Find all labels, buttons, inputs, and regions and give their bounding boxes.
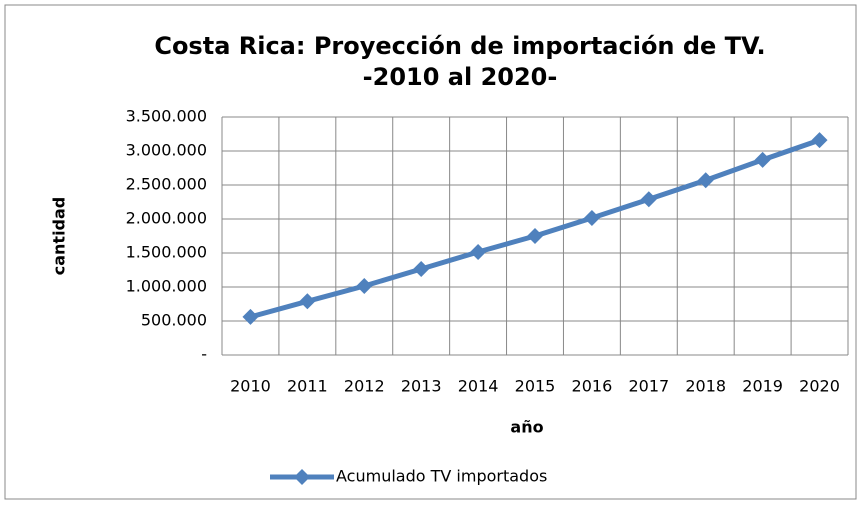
y-axis-label: cantidad — [50, 197, 69, 276]
point-marker — [527, 228, 543, 244]
x-tick-label: 2018 — [685, 377, 726, 396]
point-marker — [299, 293, 316, 310]
x-tick-label: 2020 — [799, 377, 840, 396]
x-tick-label: 2011 — [287, 377, 328, 396]
chart-title: Costa Rica: Proyección de importación de… — [154, 32, 765, 60]
point-marker — [242, 308, 259, 325]
legend-marker — [294, 469, 310, 485]
x-tick-label: 2010 — [230, 377, 271, 396]
x-tick-label: 2014 — [458, 377, 499, 396]
chart-border — [4, 4, 857, 500]
y-tick-label: 3.500.000 — [126, 107, 207, 126]
point-marker — [413, 260, 430, 277]
x-tick-label: 2016 — [572, 377, 613, 396]
y-tick-label: 3.000.000 — [126, 141, 207, 160]
y-tick-label: 1.500.000 — [126, 243, 207, 262]
x-axis-label: año — [510, 418, 543, 437]
point-marker — [583, 209, 600, 226]
point-marker — [356, 277, 373, 294]
x-tick-label: 2013 — [401, 377, 442, 396]
point-marker — [811, 132, 828, 149]
y-tick-label: 2.000.000 — [126, 209, 207, 228]
point-marker — [697, 172, 714, 189]
point-marker — [640, 191, 657, 208]
legend-label: Acumulado TV importados — [336, 467, 547, 486]
x-tick-label: 2015 — [515, 377, 556, 396]
point-marker — [470, 243, 487, 260]
x-tick-label: 2012 — [344, 377, 385, 396]
point-marker — [754, 151, 771, 168]
y-tick-label: 1.000.000 — [126, 277, 207, 296]
x-tick-label: 2017 — [628, 377, 669, 396]
y-tick-label: - — [201, 345, 207, 364]
y-tick-label: 500.000 — [141, 311, 207, 330]
chart-subtitle: -2010 al 2020- — [363, 63, 558, 91]
x-tick-label: 2019 — [742, 377, 783, 396]
y-tick-label: 2.500.000 — [126, 175, 207, 194]
